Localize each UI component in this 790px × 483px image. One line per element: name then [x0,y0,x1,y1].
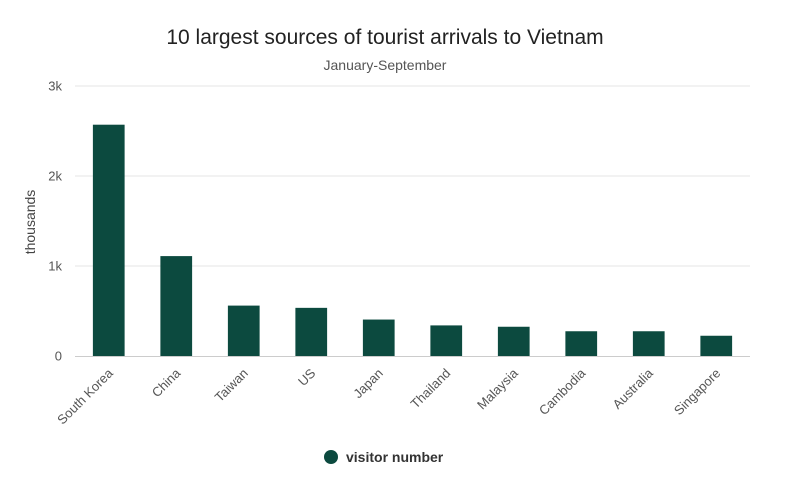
x-tick-label: US [295,365,319,389]
x-tick-label: Cambodia [536,365,589,418]
bar[interactable] [362,319,395,356]
x-tick-label: Australia [610,365,657,412]
bar[interactable] [565,331,598,356]
y-tick-label: 0 [55,349,62,364]
y-axis-label: thousands [22,190,38,255]
bar[interactable] [632,331,665,356]
x-tick-label: Malaysia [474,365,521,412]
bars [92,124,733,356]
y-tick-label: 1k [48,259,62,274]
legend-marker-visitor-number [324,450,338,464]
legend[interactable]: visitor number [324,449,444,465]
x-tick-label: Thailand [407,366,453,412]
x-tick-label: South Korea [54,365,116,427]
x-tick-label: China [149,365,184,400]
bar[interactable] [295,307,328,356]
y-tick-label: 3k [48,79,62,94]
bar[interactable] [160,256,193,356]
x-axis-ticks: South Korea China Taiwan US Japan Thailand Mal… [54,365,723,427]
y-tick-label: 2k [48,169,62,184]
bar[interactable] [497,326,530,356]
y-axis-ticks: 0 1k 2k 3k [48,79,62,364]
x-tick-label: Japan [350,366,386,402]
chart-subtitle: January-September [324,57,447,73]
bar[interactable] [700,335,733,356]
gridlines [75,85,750,267]
x-tick-label: Singapore [671,366,724,419]
legend-label-visitor-number: visitor number [346,449,444,465]
bar[interactable] [227,305,260,356]
bar[interactable] [92,124,125,356]
chart-title: 10 largest sources of tourist arrivals t… [166,26,603,49]
x-tick-label: Taiwan [212,366,251,405]
bar[interactable] [430,325,463,356]
